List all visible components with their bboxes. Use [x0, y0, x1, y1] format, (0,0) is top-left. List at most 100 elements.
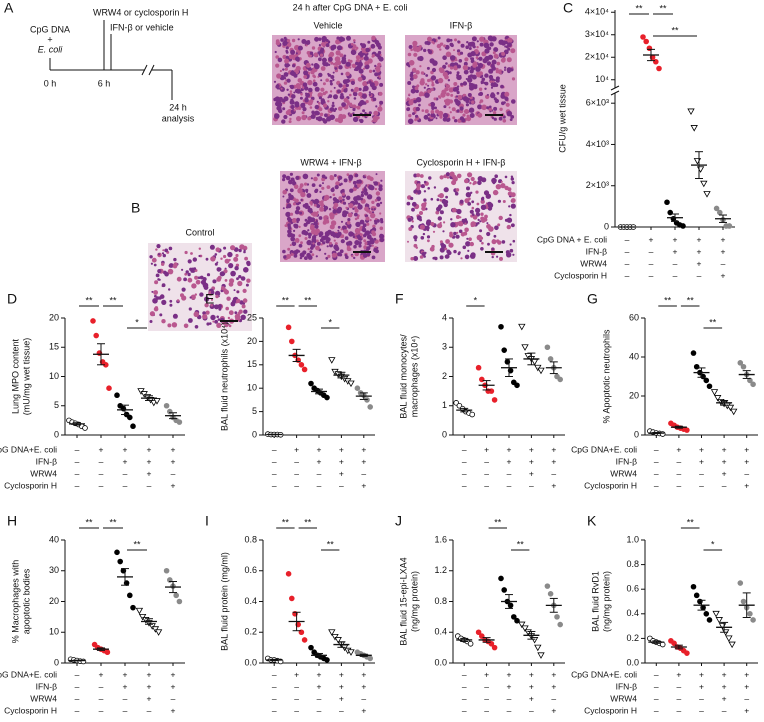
cell	[202, 314, 208, 320]
cell	[349, 188, 354, 193]
cell	[191, 283, 197, 289]
cell	[423, 114, 429, 120]
cell	[408, 93, 411, 96]
micrograph-label: IFN-β	[450, 20, 473, 30]
cell	[362, 109, 366, 113]
micrograph	[272, 35, 385, 125]
cell	[309, 201, 313, 205]
cell	[149, 311, 155, 317]
y-tick-label: 0	[54, 429, 59, 439]
cell	[302, 204, 307, 208]
cell	[329, 215, 335, 220]
cell	[408, 100, 414, 106]
cell	[470, 57, 473, 60]
cell	[492, 80, 495, 83]
cell	[352, 116, 359, 123]
cell	[329, 175, 334, 179]
treatment-sign: –	[361, 693, 366, 703]
data-point	[173, 592, 180, 599]
cell	[449, 171, 455, 177]
treatment-sign: –	[462, 456, 467, 466]
cell	[332, 71, 335, 74]
treatment-sign: +	[317, 681, 322, 691]
cell	[369, 176, 374, 182]
cell	[493, 47, 499, 53]
treatment-sign: –	[654, 480, 659, 490]
cell	[462, 81, 468, 86]
treatment-sign: –	[272, 669, 277, 679]
cell	[368, 111, 372, 115]
cell	[421, 202, 427, 208]
cell	[314, 189, 318, 193]
cell	[237, 280, 243, 287]
timeline-text: analysis	[162, 113, 195, 123]
treatment-sign: –	[75, 468, 80, 478]
cell	[500, 84, 504, 89]
cell	[368, 210, 372, 214]
cell	[161, 262, 165, 266]
cell	[427, 36, 432, 42]
cell	[454, 38, 457, 42]
cell	[172, 263, 178, 269]
treatment-sign: –	[721, 258, 726, 268]
cell	[439, 67, 445, 74]
cell	[309, 106, 313, 109]
treatment-sign: +	[507, 444, 512, 454]
cell	[318, 107, 323, 112]
cell	[423, 190, 427, 193]
cell	[246, 278, 251, 283]
treatment-sign: +	[744, 705, 749, 715]
cell	[466, 186, 470, 191]
cell	[329, 224, 335, 230]
cell	[304, 218, 308, 222]
cell	[359, 233, 363, 237]
cell	[314, 86, 320, 92]
cell	[286, 88, 289, 92]
cell	[365, 216, 370, 221]
cell	[476, 40, 479, 43]
cell	[275, 63, 280, 68]
treatment-sign: –	[339, 480, 344, 490]
treatment-label: CpG DNA + E. coli	[537, 234, 607, 244]
panel-letter: B	[131, 200, 140, 216]
cell	[379, 226, 384, 231]
cell	[329, 51, 335, 57]
treatment-sign: –	[699, 693, 704, 703]
cell	[286, 203, 292, 209]
cell	[488, 105, 492, 109]
cell	[353, 68, 357, 72]
treatment-sign: –	[507, 705, 512, 715]
cell	[337, 229, 340, 232]
data-point	[114, 549, 120, 556]
data-point	[288, 338, 295, 345]
cell	[291, 218, 297, 223]
cell	[352, 186, 357, 192]
cell	[300, 241, 303, 245]
data-point	[328, 629, 336, 636]
cell	[413, 173, 418, 178]
treatment-sign: –	[625, 234, 630, 244]
cell	[321, 42, 327, 47]
cell	[336, 45, 343, 51]
y-tick-label: 0.8	[626, 559, 639, 569]
cell	[484, 73, 489, 78]
cell	[449, 38, 453, 42]
cell	[462, 113, 466, 117]
data-point	[127, 414, 133, 421]
treatment-sign: +	[317, 669, 322, 679]
cell	[313, 221, 318, 226]
cell	[218, 307, 222, 311]
cell	[320, 87, 325, 92]
treatment-sign: –	[317, 480, 322, 490]
panel-a: A CpG DNA + E. coli WRW4 or cyclosporin …	[4, 0, 195, 123]
cell	[345, 83, 349, 88]
cell	[316, 211, 319, 213]
cell	[322, 91, 327, 96]
cell	[480, 212, 484, 216]
cell	[419, 65, 422, 68]
cell	[310, 177, 313, 180]
cell	[326, 245, 329, 248]
cell	[439, 210, 444, 215]
cell	[194, 275, 199, 280]
